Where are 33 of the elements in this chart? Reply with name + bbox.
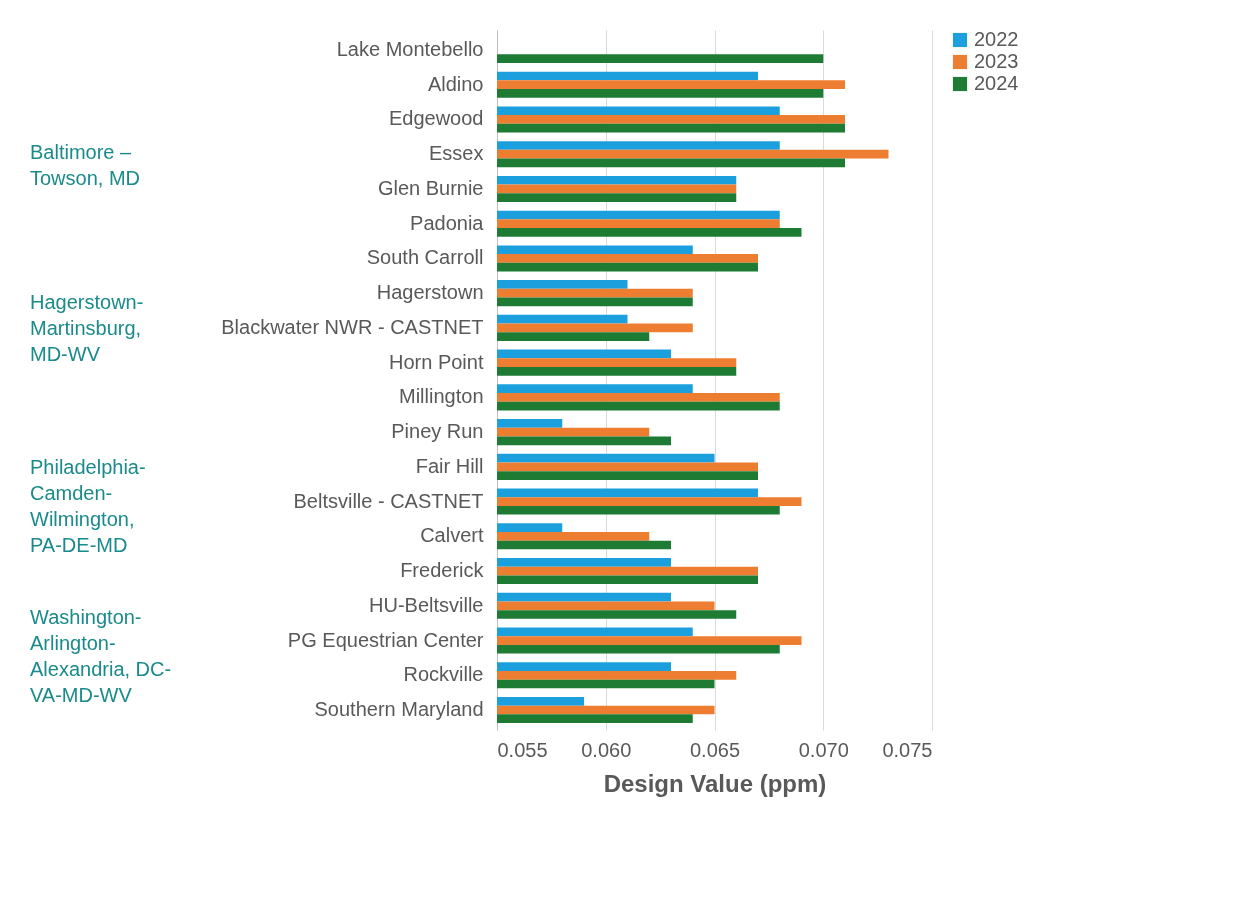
y-tick-label: PG Equestrian Center xyxy=(287,628,484,651)
y-tick-label: Southern Maryland xyxy=(314,698,484,721)
x-tick-label: 0.075 xyxy=(882,738,933,761)
legend-label: 2022 xyxy=(974,28,1019,50)
text: Philadelphia- Camden- Wilmington, PA-DE-MD xyxy=(30,455,146,556)
y-tick-label: Padonia xyxy=(410,211,485,234)
y-tick-label: Calvert xyxy=(420,524,484,547)
y-tick-label: Frederick xyxy=(400,559,485,582)
y-tick-label: Glen Burnie xyxy=(377,176,484,199)
text: Hagerstown- Martinsburg, MD-WV xyxy=(30,291,144,365)
y-tick-label: Aldino xyxy=(427,72,484,95)
y-tick-label: Piney Run xyxy=(391,420,484,443)
y-tick-label: South Carroll xyxy=(366,246,484,269)
text: Baltimore – Towson, MD xyxy=(30,140,141,189)
x-tick-label: 0.060 xyxy=(581,738,632,761)
y-tick-label: Blackwater NWR - CASTNET xyxy=(221,315,484,338)
y-tick-label: HU-Beltsville xyxy=(369,593,484,616)
y-tick-label: Horn Point xyxy=(389,350,484,373)
x-tick-label: 0.070 xyxy=(798,738,849,761)
legend-label: 2023 xyxy=(974,50,1019,72)
y-tick-label: Hagerstown xyxy=(376,281,484,304)
y-tick-label: Essex xyxy=(429,142,484,165)
x-tick-label: 0.055 xyxy=(497,738,548,761)
y-tick-label: Fair Hill xyxy=(415,454,484,477)
x-tick-label: 0.065 xyxy=(689,738,741,761)
legend-label: 2024 xyxy=(974,72,1019,94)
text: Washington- Arlington- Alexandria, DC- VA-MD-WV xyxy=(30,606,172,706)
y-tick-label: Millington xyxy=(399,385,484,408)
y-tick-label: Rockville xyxy=(403,663,484,686)
y-tick-label: Lake Montebello xyxy=(336,37,484,60)
x-axis-title: Design Value (ppm) xyxy=(603,769,827,797)
y-tick-label: Edgewood xyxy=(388,107,484,130)
y-tick-label: Beltsville - CASTNET xyxy=(293,489,484,512)
